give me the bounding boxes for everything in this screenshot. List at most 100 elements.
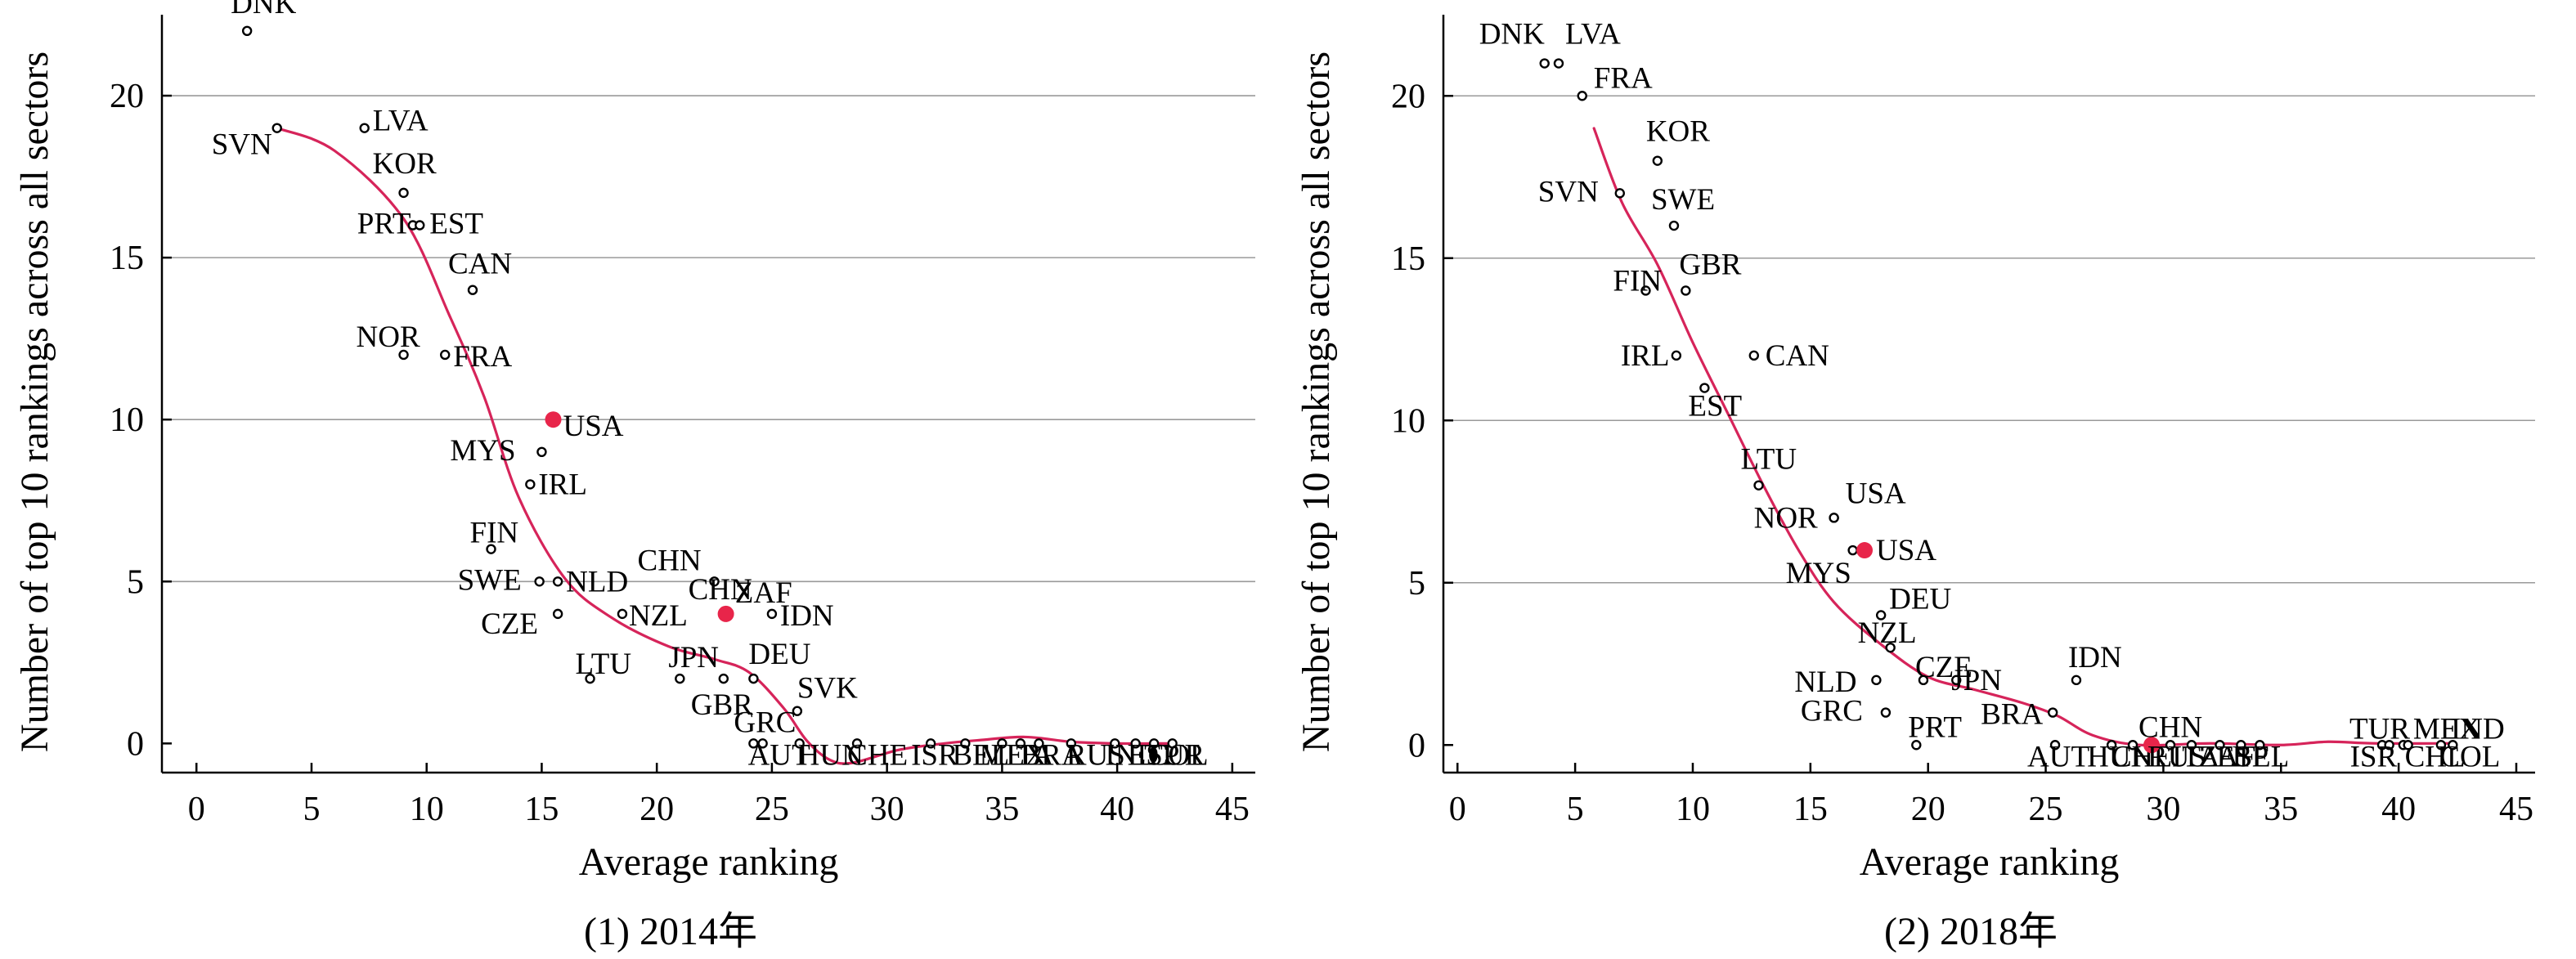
point-label: CZE — [481, 607, 538, 641]
point-label: AUT — [2027, 740, 2089, 773]
data-point — [997, 738, 1008, 749]
data-point-highlight — [545, 411, 562, 428]
chart-panel-2: 0 5 10 15 20 0 5 10 15 20 25 30 35 40 45 Average rankin… — [1295, 15, 2535, 953]
data-point — [748, 738, 759, 749]
data-point — [718, 673, 729, 684]
point-label: ISR — [911, 738, 958, 772]
x-tick-label: 45 — [1215, 791, 1250, 828]
data-point — [1748, 350, 1759, 361]
x-tick-label: 30 — [2146, 791, 2180, 828]
data-point — [766, 608, 778, 620]
data-point — [1148, 738, 1160, 749]
x-tick-label: 5 — [303, 791, 320, 828]
point-label: IND — [2451, 712, 2505, 746]
x-axis-title: Average ranking — [579, 840, 839, 884]
data-point — [1577, 91, 1587, 101]
data-point — [1110, 738, 1120, 749]
point-label: KOR — [1646, 115, 1710, 149]
data-point — [925, 738, 936, 749]
point-label: FIN — [470, 517, 519, 550]
point-label: ISR — [2350, 740, 2398, 773]
data-point — [960, 738, 971, 749]
point-label: PRT — [357, 208, 411, 241]
data-point — [2186, 740, 2197, 751]
x-tick-label: 25 — [755, 791, 789, 828]
point-label: BRA — [1981, 698, 2043, 732]
point-label: FIN — [1613, 264, 1662, 298]
point-label: IRL — [538, 468, 587, 501]
data-point — [1640, 285, 1651, 296]
point-label: DNK — [1479, 18, 1545, 52]
data-point — [2047, 707, 2058, 718]
x-tick-label: 5 — [1567, 791, 1584, 828]
point-label: JPN — [668, 641, 719, 674]
x-tick-label: 10 — [1676, 791, 1710, 828]
data-point — [534, 576, 545, 587]
x-tick-label: 15 — [1793, 791, 1828, 828]
point-label: PRT — [1908, 710, 1962, 744]
point-label: CHN — [689, 573, 752, 607]
point-label: USA — [1846, 477, 1906, 510]
point-label: SWE — [458, 563, 522, 597]
y-tick-label: 15 — [1391, 240, 1425, 278]
point-label: LVA — [1565, 18, 1621, 52]
data-point — [1671, 350, 1682, 361]
point-label: CHN — [638, 544, 702, 577]
point-label: NLD — [566, 565, 628, 598]
x-tick-label: 20 — [1911, 791, 1945, 828]
x-tick-label: 0 — [1449, 791, 1466, 828]
point-label: USA — [1876, 534, 1936, 567]
y-tick-label: 10 — [110, 401, 144, 439]
data-point — [792, 706, 803, 716]
data-point — [440, 349, 451, 361]
data-point — [2165, 740, 2176, 751]
data-point — [2403, 740, 2413, 751]
point-label: HUN — [2087, 740, 2152, 773]
x-tick-label: 40 — [2381, 791, 2416, 828]
data-point — [2255, 740, 2265, 751]
point-label: FRA — [453, 340, 512, 374]
y-tick-label: 0 — [1408, 727, 1425, 764]
data-point — [1875, 610, 1887, 621]
point-label: NLD — [1794, 665, 1856, 699]
point-label: IDN — [780, 599, 834, 633]
y-tick-label: 20 — [1391, 78, 1425, 115]
data-point-highlight — [1856, 542, 1874, 559]
data-point — [851, 738, 863, 749]
fit-line — [1592, 127, 2454, 747]
data-point — [1167, 738, 1178, 749]
point-label: NZL — [1858, 616, 1917, 650]
y-tick-label: 10 — [1391, 402, 1425, 440]
data-point — [2215, 740, 2225, 751]
data-point — [398, 187, 409, 199]
data-point — [415, 220, 425, 231]
point-label: TUR — [2349, 712, 2410, 746]
point-label: GBR — [691, 688, 753, 722]
data-point — [272, 123, 282, 133]
data-point — [1885, 642, 1896, 653]
x-tick-label: 45 — [2499, 791, 2533, 828]
y-tick-label: 5 — [127, 563, 144, 601]
point-label: ITA — [2172, 740, 2220, 773]
point-label: COL — [2439, 740, 2500, 773]
point-label: GRC — [734, 706, 796, 739]
data-point — [1911, 740, 1922, 751]
data-point-highlight — [2143, 737, 2161, 754]
point-label: FRA — [1594, 61, 1653, 95]
data-point — [2127, 740, 2138, 751]
data-point — [2384, 740, 2394, 751]
data-point — [1829, 513, 1839, 523]
data-point-highlight — [717, 605, 734, 622]
y-tick-label: 0 — [127, 725, 144, 763]
data-point — [552, 576, 563, 587]
data-point — [1034, 738, 1044, 749]
point-label: ITA — [1006, 738, 1054, 772]
data-point — [585, 673, 595, 684]
data-point — [1918, 674, 1929, 686]
data-point — [748, 673, 759, 684]
data-point — [1652, 155, 1663, 166]
data-point — [1699, 383, 1710, 393]
x-tick-label: 15 — [524, 791, 559, 828]
data-point — [1871, 674, 1882, 686]
